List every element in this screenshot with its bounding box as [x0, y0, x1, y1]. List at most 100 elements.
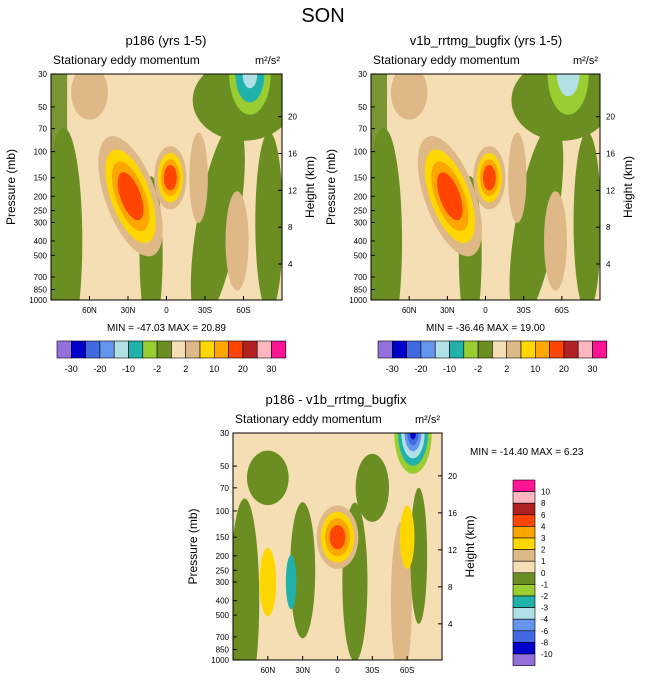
colorbar-label: 6 — [541, 511, 546, 520]
colorbar-label: -20 — [93, 364, 106, 374]
colorbar-swatch — [142, 340, 158, 359]
colorbar-label: -30 — [65, 364, 78, 374]
colorbar-1: -30 -20 -10 -2 2 10 20 30 — [56, 340, 287, 374]
y-tick-label: 700 — [34, 273, 48, 282]
units-label: m²/s² — [573, 55, 598, 67]
x-tick-label: 60N — [82, 306, 97, 315]
y-tick-label: 400 — [354, 237, 368, 246]
colorbar-swatch — [156, 340, 172, 359]
colorbar-label: -30 — [386, 364, 399, 374]
colorbar-swatch — [520, 340, 536, 359]
y-tick-label: 30 — [38, 70, 47, 79]
y-tick-label: 250 — [34, 207, 48, 216]
colorbar-label: 10 — [541, 488, 550, 497]
y2-tick-label: 20 — [288, 113, 297, 122]
x-tick-label: 30N — [295, 666, 310, 675]
panel-1: p186 (yrs 1-5) Stationary eddy momentum m²… — [4, 33, 317, 334]
y2-axis-label: Height (km) — [303, 156, 317, 218]
y-tick-label: 150 — [34, 174, 48, 183]
colorbar-label: -4 — [541, 615, 549, 624]
y-tick-label: 850 — [216, 645, 230, 654]
panel-title: v1b_rrtmg_bugfix (yrs 1-5) — [410, 33, 562, 48]
colorbar-swatch — [577, 340, 593, 359]
panel-2: v1b_rrtmg_bugfix (yrs 1-5) Stationary edd… — [324, 33, 635, 334]
min-max-stats: MIN = -47.03 MAX = 20.89 — [107, 323, 226, 334]
y-tick-label: 1000 — [29, 296, 47, 305]
colorbar-label: 4 — [541, 522, 546, 531]
colorbar-swatch — [420, 340, 436, 359]
colorbar-label: -20 — [414, 364, 427, 374]
y2-tick-label: 12 — [288, 186, 297, 195]
colorbar-swatch — [512, 595, 536, 608]
y-tick-label: 150 — [354, 174, 368, 183]
colorbar-swatch — [449, 340, 465, 359]
colorbar-swatch — [391, 340, 407, 359]
colorbar-label: -1 — [541, 580, 549, 589]
y-tick-label: 250 — [216, 566, 230, 575]
colorbar-swatch — [512, 479, 536, 492]
y2-tick-label: 16 — [448, 509, 457, 518]
colorbar-swatch — [256, 340, 272, 359]
colorbar-swatch — [228, 340, 244, 359]
x-tick-label: 30S — [365, 666, 379, 675]
colorbar-swatch — [512, 514, 536, 527]
colorbar-swatch — [434, 340, 450, 359]
units-label: m²/s² — [415, 414, 440, 426]
figure-title: SON — [301, 5, 344, 27]
y-tick-label: 30 — [358, 70, 367, 79]
colorbar-swatch — [492, 340, 507, 359]
colorbar-label: 30 — [266, 364, 276, 374]
colorbar-swatch — [71, 340, 86, 359]
x-tick-label: 60S — [400, 666, 414, 675]
y-tick-label: 70 — [220, 484, 229, 493]
panel-title: p186 - v1b_rrtmg_bugfix — [266, 392, 407, 407]
colorbar-swatch — [563, 340, 579, 359]
y-tick-label: 500 — [354, 251, 368, 260]
colorbar-swatch — [512, 549, 536, 562]
colorbar-swatch — [512, 642, 536, 655]
y-tick-label: 100 — [216, 507, 230, 516]
colorbar-swatch — [512, 607, 536, 620]
y-tick-label: 100 — [354, 148, 368, 157]
min-max-stats: MIN = -14.40 MAX = 6.23 — [470, 447, 584, 458]
colorbar-swatch — [506, 340, 522, 359]
y-axis-label: Pressure (mb) — [324, 149, 338, 225]
x-tick-label: 0 — [164, 306, 169, 315]
x-tick-label: 60S — [555, 306, 569, 315]
y-tick-label: 400 — [34, 237, 48, 246]
colorbar-label: -8 — [541, 638, 549, 647]
panel-3: p186 - v1b_rrtmg_bugfix Stationary eddy m… — [186, 392, 584, 675]
colorbar-swatch — [592, 340, 608, 359]
colorbar-swatch — [477, 340, 493, 359]
colorbar-swatch — [199, 340, 215, 359]
y-tick-label: 500 — [216, 611, 230, 620]
colorbar-label: -10 — [541, 650, 553, 659]
colorbar-label: -2 — [474, 364, 482, 374]
y-tick-label: 1000 — [349, 296, 367, 305]
y-tick-label: 200 — [216, 552, 230, 561]
colorbar-swatch — [512, 618, 536, 632]
y-tick-label: 300 — [216, 578, 230, 587]
colorbar-label: -10 — [122, 364, 135, 374]
colorbar-label: 2 — [504, 364, 509, 374]
colorbar-label: 2 — [541, 546, 546, 555]
panel-subtitle: Stationary eddy momentum — [373, 53, 520, 67]
y-tick-label: 50 — [358, 103, 367, 112]
colorbar-label: 10 — [209, 364, 219, 374]
y-tick-label: 700 — [216, 633, 230, 642]
southern-min-contour — [242, 74, 258, 89]
colorbar-swatch — [377, 340, 393, 359]
contour-field — [51, 74, 282, 300]
x-tick-label: 0 — [483, 306, 488, 315]
colorbar-label: 20 — [238, 364, 248, 374]
colorbar-label: -10 — [443, 364, 456, 374]
colorbar-swatch — [512, 572, 536, 585]
units-label: m²/s² — [255, 55, 280, 67]
y2-tick-label: 4 — [288, 260, 293, 269]
colorbar-swatch — [214, 340, 229, 359]
colorbar-swatch — [549, 340, 565, 359]
y-tick-label: 500 — [34, 251, 48, 260]
y-tick-label: 300 — [34, 218, 48, 227]
colorbar-label: 3 — [541, 534, 546, 543]
